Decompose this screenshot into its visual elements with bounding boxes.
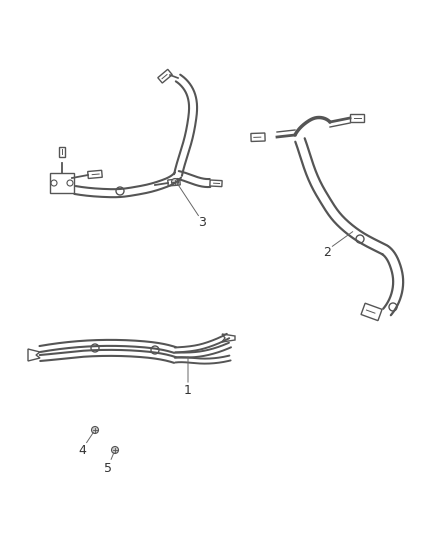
Text: 4: 4 xyxy=(78,443,86,456)
Circle shape xyxy=(92,426,99,433)
Bar xyxy=(50,173,74,193)
Text: 5: 5 xyxy=(104,462,112,474)
Circle shape xyxy=(172,179,179,185)
Text: 3: 3 xyxy=(198,215,206,229)
Text: 1: 1 xyxy=(184,384,192,397)
Circle shape xyxy=(112,447,119,454)
Text: 2: 2 xyxy=(323,246,331,260)
